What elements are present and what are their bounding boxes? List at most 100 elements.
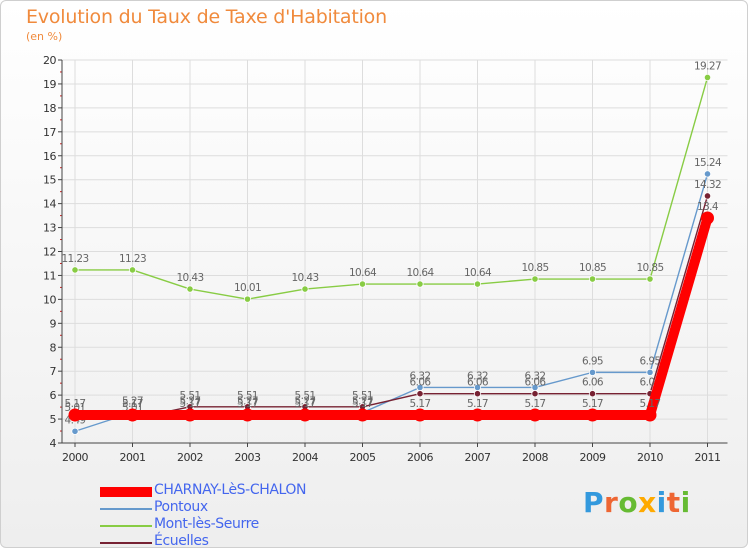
data-label-charnay-les-chalon: 5.17 [352, 398, 373, 410]
legend-swatch [100, 542, 152, 544]
data-label-ecuelles: 5.51 [352, 390, 373, 402]
data-point-mont-les-seurre [301, 285, 309, 293]
x-tick-label: 2005 [350, 451, 376, 464]
data-label-charnay-les-chalon: 5.17 [467, 398, 488, 410]
data-label-mont-les-seurre: 10.01 [234, 282, 261, 294]
y-tick-label: 6 [50, 389, 57, 402]
data-label-pontoux: 5.27 [180, 396, 201, 408]
data-label-pontoux: 6.32 [525, 370, 546, 382]
y-tick-label: 20 [43, 54, 56, 67]
data-point-mont-les-seurre [531, 275, 539, 283]
x-tick-label: 2003 [235, 451, 261, 464]
data-label-charnay-les-chalon: 5.17 [582, 398, 603, 410]
data-point-charnay-les-chalon [126, 408, 139, 422]
data-label-ecuelles: 14.32 [694, 179, 721, 191]
x-tick-label: 2007 [465, 451, 491, 464]
data-label-ecuelles: 6.06 [582, 377, 604, 389]
data-label-pontoux: 6.95 [582, 355, 603, 367]
data-label-ecuelles: 6.06 [467, 377, 489, 389]
y-tick-label: 17 [43, 126, 56, 139]
data-label-mont-les-seurre: 10.43 [176, 272, 203, 284]
x-tick-label: 2010 [637, 451, 663, 464]
y-tick-label: 5 [50, 413, 57, 426]
legend-label: Mont-lès-Seurre [154, 516, 259, 532]
x-tick-label: 2009 [580, 451, 606, 464]
data-label-charnay-les-chalon: 5.17 [525, 398, 546, 410]
data-point-pontoux [588, 368, 597, 376]
y-tick-label: 13 [43, 222, 56, 235]
data-point-charnay-les-chalon [298, 408, 312, 422]
data-point-mont-les-seurre [703, 73, 712, 82]
data-point-mont-les-seurre [416, 280, 424, 288]
legend-swatch [100, 487, 152, 497]
x-tick-label: 2011 [695, 451, 721, 464]
data-label-mont-les-seurre: 10.64 [406, 267, 434, 279]
data-point-mont-les-seurre [186, 285, 194, 293]
data-point-charnay-les-chalon [183, 408, 197, 422]
y-tick-label: 4 [50, 437, 57, 450]
data-point-pontoux [703, 170, 712, 178]
line-chart: 4 5 6 7 8 9 10 11 12 13 14 15 16 17 18 19 20 2000 2001 2002… [43, 54, 728, 464]
data-label-charnay-les-chalon: 5.17 [180, 398, 201, 410]
data-point-charnay-les-chalon [356, 408, 369, 422]
data-label-pontoux: 5.27 [122, 396, 143, 408]
data-point-mont-les-seurre [646, 275, 654, 283]
x-tick-label: 2000 [62, 451, 88, 464]
chart-title: Evolution du Taux de Taxe d'Habitation [26, 6, 387, 28]
data-label-mont-les-seurre: 10.85 [579, 262, 606, 274]
y-tick-label: 9 [50, 317, 57, 330]
data-label-pontoux: 5.27 [352, 396, 373, 408]
y-tick-label: 12 [43, 246, 56, 259]
data-point-ecuelles [416, 390, 424, 398]
legend-swatch [100, 508, 152, 510]
data-label-charnay-les-chalon: 5.17 [65, 398, 86, 410]
data-label-pontoux: 5.27 [295, 396, 316, 408]
data-label-charnay-les-chalon: 5.17 [295, 398, 316, 410]
data-label-pontoux: 6.32 [467, 370, 488, 382]
series-line-ecuelles [74, 195, 709, 420]
data-point-mont-les-seurre [243, 295, 252, 303]
proxiti-logo: Proxiti [583, 486, 691, 519]
data-point-charnay-les-chalon [701, 211, 714, 225]
y-tick-label: 8 [50, 341, 57, 354]
legend-swatch [100, 525, 152, 527]
data-point-mont-les-seurre [473, 280, 482, 288]
data-label-mont-les-seurre: 10.64 [349, 267, 377, 279]
data-label-mont-les-seurre: 10.85 [521, 262, 548, 274]
data-point-charnay-les-chalon [413, 408, 427, 422]
y-tick-label: 14 [43, 198, 56, 211]
legend-label: Pontoux [154, 499, 208, 515]
series-line-pontoux [74, 173, 709, 432]
y-tick-label: 11 [43, 269, 56, 282]
data-point-charnay-les-chalon [241, 408, 254, 422]
legend-label: Écuelles [154, 533, 209, 549]
data-label-ecuelles: 5.51 [295, 390, 316, 402]
series-line-charnay-les-chalon [70, 212, 713, 420]
data-point-pontoux [646, 368, 654, 376]
data-label-mont-les-seurre: 11.23 [61, 253, 88, 265]
data-label-pontoux: 6.32 [410, 370, 431, 382]
data-point-ecuelles [703, 192, 712, 200]
data-label-ecuelles: 6.06 [525, 377, 547, 389]
data-point-charnay-les-chalon [68, 408, 82, 422]
data-point-mont-les-seurre [358, 280, 367, 288]
data-label-mont-les-seurre: 11.23 [119, 253, 146, 265]
data-label-pontoux: 6.95 [640, 355, 661, 367]
data-label-pontoux: 15.24 [694, 157, 722, 169]
data-label-charnay-les-chalon: 5.17 [237, 398, 258, 410]
data-label-charnay-les-chalon: 13.4 [697, 201, 719, 213]
data-point-mont-les-seurre [128, 266, 137, 274]
x-tick-label: 2006 [407, 451, 433, 464]
data-point-charnay-les-chalon [471, 408, 484, 422]
x-tick-label: 2002 [177, 451, 203, 464]
data-label-ecuelles: 5.51 [180, 390, 201, 402]
x-tick-label: 2004 [292, 451, 318, 464]
data-label-ecuelles: 5.51 [237, 390, 258, 402]
y-tick-label: 10 [43, 293, 56, 306]
data-label-mont-les-seurre: 10.43 [291, 272, 318, 284]
data-label-pontoux: 5.27 [237, 396, 258, 408]
data-point-charnay-les-chalon [643, 408, 657, 422]
legend-label: CHARNAY-LèS-CHALON [154, 482, 307, 498]
data-point-mont-les-seurre [71, 266, 79, 274]
